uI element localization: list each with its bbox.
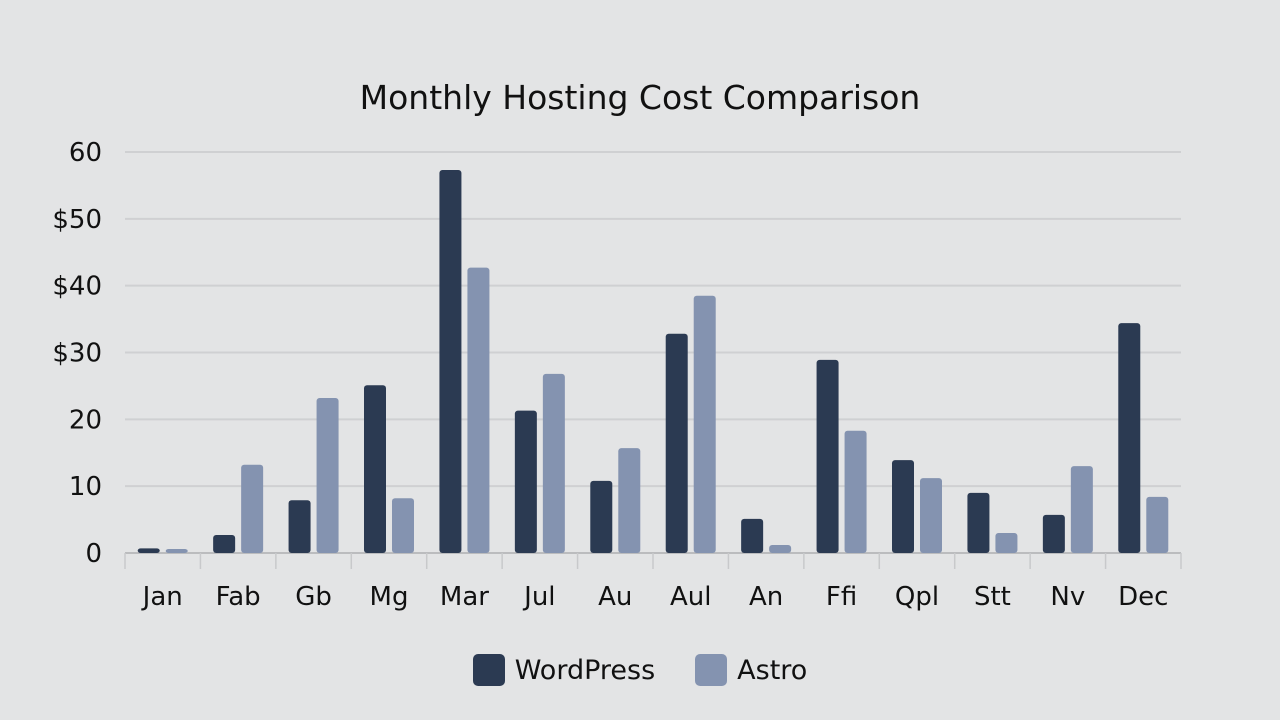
bar-wordpress-jan [137, 548, 160, 553]
legend-label: WordPress [514, 654, 656, 686]
y-tick-label: $30 [52, 339, 102, 369]
bar-astro-jul [542, 373, 565, 553]
x-tick-label: Qpl [895, 582, 939, 612]
x-tick-label: Mar [440, 582, 489, 612]
bar-wordpress-stt [967, 492, 990, 553]
y-tick-label: 10 [69, 472, 102, 502]
bar-wordpress-mg [364, 385, 386, 553]
bar-astro-dec [1146, 496, 1169, 553]
x-tick-label: Jul [522, 582, 555, 612]
y-tick-label: $40 [52, 272, 102, 302]
x-tick-label: Nv [1050, 582, 1085, 612]
bar-wordpress-ffi [816, 359, 839, 553]
bar-astro-gb [316, 397, 339, 553]
legend: WordPress Astro [0, 654, 1280, 686]
bar-astro-au [618, 448, 641, 553]
bar-astro-mar [467, 267, 490, 553]
x-tick-label: Mg [370, 582, 409, 612]
bar-astro-jan [165, 548, 188, 553]
y-tick-label: 20 [69, 405, 102, 435]
bar-astro-an [769, 544, 792, 553]
bar-astro-ffi [844, 430, 867, 553]
x-tick-label: Dec [1118, 582, 1168, 612]
legend-item-wordpress: WordPress [472, 654, 656, 686]
bar-wordpress-nv [1042, 514, 1065, 553]
x-tick-label: Aul [670, 582, 712, 612]
bar-wordpress-aul [665, 333, 688, 553]
x-tick-label: Stt [974, 582, 1011, 612]
x-tick-label: Ffi [826, 582, 857, 612]
bar-wordpress-dec [1118, 323, 1141, 553]
legend-swatch-wordpress [472, 654, 505, 686]
bar-wordpress-an [741, 518, 764, 553]
bar-wordpress-fab [213, 534, 236, 553]
bar-astro-mg [392, 498, 414, 553]
x-tick-label: Fab [216, 582, 261, 612]
y-tick-label: 60 [69, 138, 102, 168]
x-tick-label: Jan [141, 582, 183, 612]
chart-title: Monthly Hosting Cost Comparison [359, 78, 921, 117]
bar-astro-fab [241, 464, 264, 553]
y-tick-label: $50 [52, 205, 102, 235]
legend-swatch-astro [695, 654, 728, 686]
bar-wordpress-gb [288, 500, 311, 553]
bar-wordpress-au [590, 480, 613, 553]
legend-item-astro: Astro [695, 654, 807, 686]
bar-wordpress-mar [439, 170, 462, 554]
x-tick-label: Au [598, 582, 632, 612]
bar-astro-nv [1070, 466, 1093, 553]
y-tick-label: 0 [85, 539, 102, 569]
bar-astro-qpl [920, 478, 942, 553]
bar-astro-aul [693, 295, 716, 553]
bar-wordpress-qpl [892, 460, 914, 553]
legend-label: Astro [737, 654, 808, 686]
x-tick-label: An [749, 582, 783, 612]
x-tick-label: Gb [295, 582, 332, 612]
bar-astro-stt [995, 532, 1018, 553]
bar-wordpress-jul [514, 410, 537, 553]
